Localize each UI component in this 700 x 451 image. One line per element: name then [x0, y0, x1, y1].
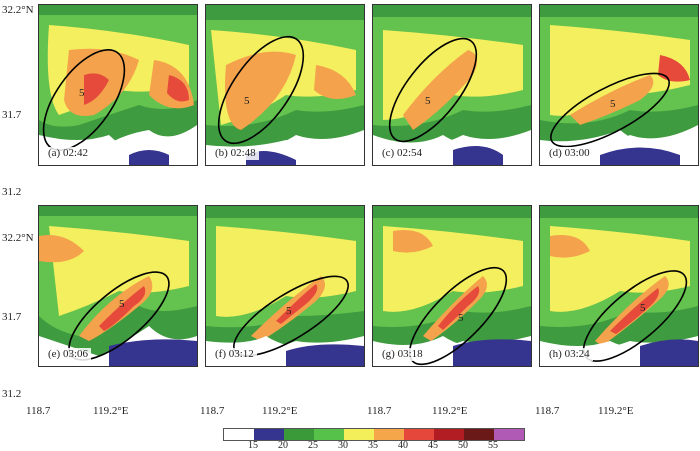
panel-label: (b) 02:48: [212, 147, 259, 160]
panel-c: 5 (c) 02:54: [372, 4, 532, 166]
cell-marker: 5: [425, 95, 431, 107]
panel-e: 5 (e) 03:06: [38, 205, 198, 367]
colorbar-tick: 25: [308, 440, 318, 451]
panel-label: (h) 03:24: [546, 348, 593, 361]
colorbar-swatch: [374, 429, 404, 440]
colorbar-swatch: [284, 429, 314, 440]
reflectivity-map: [206, 206, 364, 366]
colorbar-tick: 40: [398, 440, 408, 451]
reflectivity-map: [373, 206, 531, 366]
panel-a: 5 (a) 02:42: [38, 4, 198, 166]
x-tick: 118.7: [535, 405, 560, 417]
panel-b: 5 (b) 02:48: [205, 4, 365, 166]
panel-label: (g) 03:18: [379, 348, 426, 361]
colorbar-swatch: [314, 429, 344, 440]
cell-marker: 5: [458, 312, 464, 324]
panel-label: (d) 03:00: [546, 147, 593, 160]
cell-marker: 5: [119, 298, 125, 310]
x-tick: 119.2°E: [93, 405, 129, 417]
colorbar-swatch: [464, 429, 494, 440]
reflectivity-map: [373, 5, 531, 165]
colorbar-swatch: [344, 429, 374, 440]
colorbar-tick: 20: [278, 440, 288, 451]
cell-marker: 5: [610, 98, 616, 110]
colorbar-tick: 55: [488, 440, 498, 451]
colorbar-tick: 45: [428, 440, 438, 451]
panel-label: (a) 02:42: [45, 147, 92, 160]
cell-marker: 5: [244, 95, 250, 107]
panel-f: 5 (f) 03:12: [205, 205, 365, 367]
colorbar: [223, 428, 525, 441]
colorbar-tick: 50: [458, 440, 468, 451]
cell-marker: 5: [79, 87, 85, 99]
reflectivity-map: [540, 206, 698, 366]
panel-label: (c) 02:54: [379, 147, 426, 160]
colorbar-tick: 35: [368, 440, 378, 451]
colorbar-tick: 15: [248, 440, 258, 451]
panel-label: (e) 03:06: [45, 348, 92, 361]
y-tick-top: 32.2°N: [2, 232, 34, 244]
x-tick: 119.2°E: [432, 405, 468, 417]
y-tick-top: 32.2°N: [2, 4, 34, 16]
x-tick: 118.7: [200, 405, 225, 417]
reflectivity-map: [39, 206, 197, 366]
colorbar-swatch: [494, 429, 524, 440]
panel-h: 5 (h) 03:24: [539, 205, 699, 367]
colorbar-swatch: [224, 429, 254, 440]
panel-g: 5 (g) 03:18: [372, 205, 532, 367]
colorbar-tick: 30: [338, 440, 348, 451]
reflectivity-map: [206, 5, 364, 165]
x-tick: 118.7: [367, 405, 392, 417]
cell-marker: 5: [286, 305, 292, 317]
x-tick: 119.2°E: [598, 405, 634, 417]
cell-marker: 5: [640, 302, 646, 314]
colorbar-swatch: [434, 429, 464, 440]
x-tick: 118.7: [26, 405, 51, 417]
colorbar-swatch: [254, 429, 284, 440]
colorbar-swatch: [404, 429, 434, 440]
reflectivity-map: [39, 5, 197, 165]
y-tick-mid: 31.7: [2, 109, 22, 121]
panel-d: 5 (d) 03:00: [539, 4, 699, 166]
y-tick-mid: 31.7: [2, 311, 22, 323]
x-tick: 119.2°E: [262, 405, 298, 417]
panel-label: (f) 03:12: [212, 348, 257, 361]
reflectivity-map: [540, 5, 698, 165]
y-tick-bottom: 31.2: [2, 388, 22, 400]
y-tick-bottom: 31.2: [2, 186, 22, 198]
